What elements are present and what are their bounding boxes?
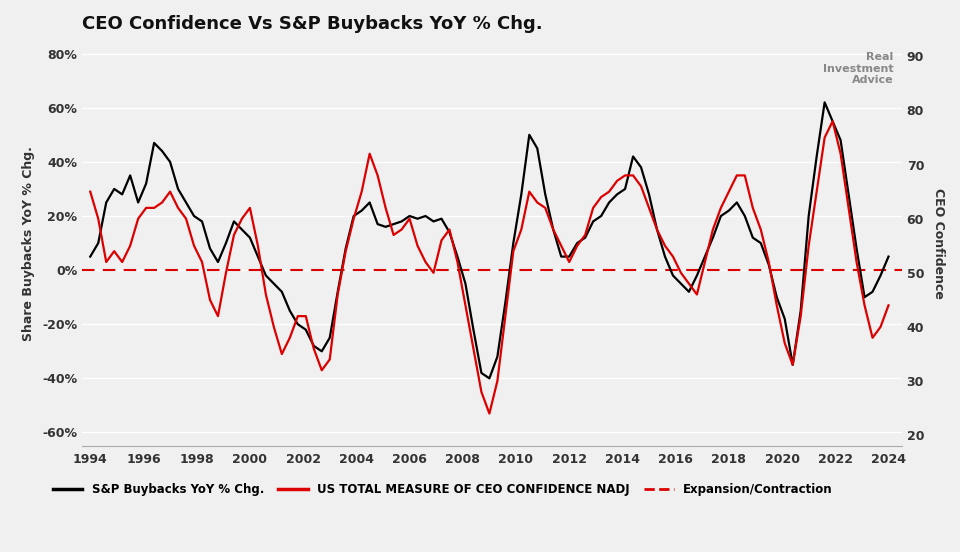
Text: Real
Investment
Advice: Real Investment Advice	[823, 52, 894, 86]
Y-axis label: Share Buybacks YoY % Chg.: Share Buybacks YoY % Chg.	[22, 146, 36, 341]
Legend: S&P Buybacks YoY % Chg., US TOTAL MEASURE OF CEO CONFIDENCE NADJ, Expansion/Cont: S&P Buybacks YoY % Chg., US TOTAL MEASUR…	[48, 479, 837, 501]
Text: CEO Confidence Vs S&P Buybacks YoY % Chg.: CEO Confidence Vs S&P Buybacks YoY % Chg…	[83, 15, 543, 33]
Y-axis label: CEO Confidence: CEO Confidence	[932, 188, 945, 299]
